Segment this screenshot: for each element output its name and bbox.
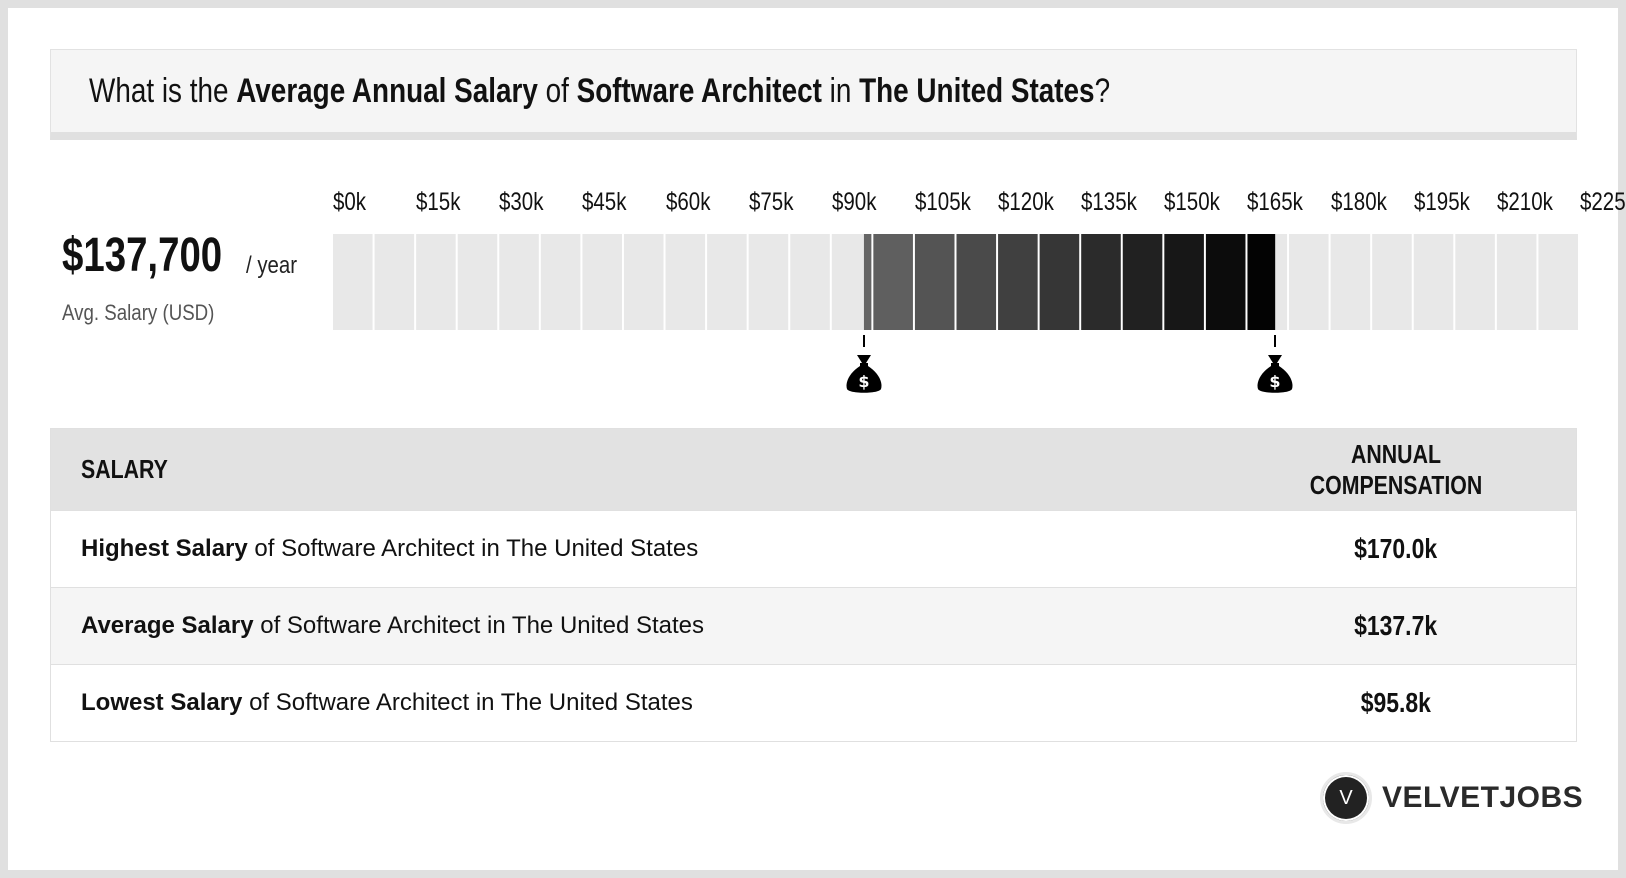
bar-segment-filled	[1164, 234, 1204, 330]
bar-segment	[374, 234, 415, 330]
logo-icon: V	[1320, 772, 1372, 824]
title-bold: The United States	[859, 72, 1095, 110]
logo-text: VELVETJOBS	[1382, 781, 1584, 814]
bar-segment	[457, 234, 498, 330]
bar-segment	[1330, 234, 1371, 330]
average-salary-unit: / year	[246, 252, 298, 279]
tick-label: $180k	[1330, 188, 1387, 216]
tick-label: $195k	[1413, 188, 1470, 216]
bar-segment	[748, 234, 789, 330]
tick-label: $105k	[914, 188, 971, 216]
salary-table: SALARY ANNUAL COMPENSATION Highest Salar…	[50, 428, 1577, 742]
row-label: Lowest Salary of Software Architect in T…	[50, 664, 1216, 742]
tick-label: $165k	[1247, 188, 1304, 216]
row-label: Average Salary of Software Architect in …	[50, 587, 1216, 665]
bar-segment	[499, 234, 539, 330]
table-row: Lowest Salary of Software Architect in T…	[50, 664, 1577, 742]
row-value: $95.8k	[1216, 664, 1577, 742]
bar-segment	[582, 234, 622, 330]
tick-label: $75k	[748, 188, 794, 216]
bar-segment-filled	[1247, 234, 1276, 330]
bar-segment	[1289, 234, 1329, 330]
tick-label: $120k	[998, 188, 1054, 216]
title-text: ?	[1094, 72, 1111, 110]
tick-label: $150k	[1164, 188, 1221, 216]
row-label: Highest Salary of Software Architect in …	[50, 510, 1216, 588]
page-title: What is the Average Annual Salary of Sof…	[89, 72, 1110, 111]
average-salary-label: Avg. Salary (USD)	[62, 300, 215, 325]
salary-range-bar	[333, 234, 1578, 330]
tick-label: $90k	[831, 188, 877, 216]
velvetjobs-logo: V VELVETJOBS	[1320, 772, 1583, 824]
table-header: SALARY ANNUAL COMPENSATION	[50, 428, 1577, 511]
title-text: What is the	[89, 72, 237, 110]
bar-segment	[540, 234, 581, 330]
average-salary-value: $137,700	[62, 229, 223, 282]
bar-segment	[623, 234, 664, 330]
bar-segment-filled	[998, 234, 1038, 330]
bar-segment	[1538, 234, 1578, 330]
bar-segment-filled	[1081, 234, 1121, 330]
table-row: Average Salary of Software Architect in …	[50, 587, 1577, 665]
row-value: $170.0k	[1216, 510, 1577, 588]
header-salary: SALARY	[50, 428, 1216, 511]
header-annual-compensation: ANNUAL COMPENSATION	[1216, 428, 1577, 511]
money-bag-icon: $	[846, 355, 882, 393]
bar-segment-filled	[863, 234, 872, 330]
bar-segment-filled	[914, 234, 955, 330]
salary-marker: $	[844, 335, 884, 400]
tick-label: $45k	[582, 188, 627, 216]
bar-segment-filled	[873, 234, 913, 330]
title-text: of	[537, 72, 577, 110]
title-box: What is the Average Annual Salary of Sof…	[50, 49, 1577, 140]
row-value: $137.7k	[1216, 587, 1577, 665]
bar-segment-filled	[1205, 234, 1246, 330]
bar-segment	[1455, 234, 1495, 330]
bar-segment	[1496, 234, 1537, 330]
average-salary: $137,700 / year	[62, 228, 297, 283]
tick-label: $60k	[665, 188, 710, 216]
bar-segment	[707, 234, 747, 330]
salary-marker: $	[1255, 335, 1295, 400]
bar-segment-filled	[1122, 234, 1163, 330]
title-text: in	[821, 72, 860, 110]
bar-segment-filled	[1039, 234, 1080, 330]
money-bag-icon: $	[1257, 355, 1293, 393]
tick-label: $135k	[1081, 188, 1138, 216]
tick-label: $210k	[1496, 188, 1553, 216]
tick-label: $30k	[499, 188, 544, 216]
table-row: Highest Salary of Software Architect in …	[50, 510, 1577, 588]
bar-segment	[1372, 234, 1412, 330]
svg-text:$: $	[858, 372, 869, 391]
bar-segment-filled	[956, 234, 997, 330]
tick-label: $225k+	[1580, 188, 1626, 216]
svg-text:$: $	[1270, 372, 1281, 391]
tick-label: $15k	[416, 188, 461, 216]
bar-segment	[790, 234, 830, 330]
title-bold: Average Annual Salary	[236, 72, 538, 110]
bar-segment	[665, 234, 706, 330]
title-bold: Software Architect	[576, 72, 822, 110]
tick-label: $0k	[333, 188, 367, 216]
bar-segment	[333, 234, 373, 330]
bar-segment	[1413, 234, 1454, 330]
bar-segment	[416, 234, 456, 330]
